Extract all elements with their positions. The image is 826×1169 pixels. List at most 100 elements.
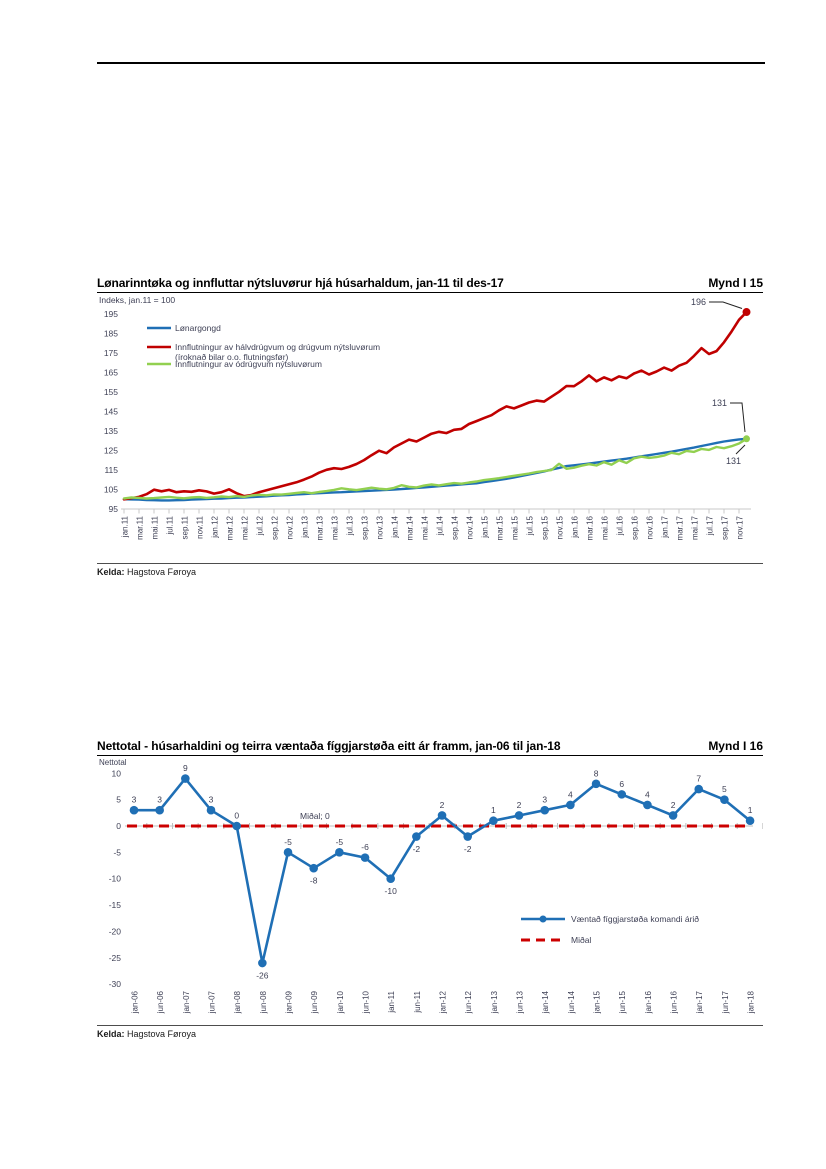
chart2-ytick: -5 <box>113 847 121 857</box>
chart1-xtick: sep.14 <box>451 515 460 540</box>
chart2-data-label: 3 <box>209 795 214 805</box>
chart2-xtick: jun-07 <box>208 990 217 1014</box>
chart1-header: Lønarinntøka og innfluttar nýtsluvørur h… <box>97 276 763 293</box>
chart2-xtick: jan-18 <box>747 990 756 1014</box>
chart2-xtick: jan-17 <box>695 990 704 1014</box>
chart2-data-label: 8 <box>594 768 599 778</box>
chart2-data-label: 1 <box>748 805 753 815</box>
chart1-annotation-196: 196 <box>691 297 706 307</box>
chart2-source: Kelda: Hagstova Føroya <box>97 1025 763 1039</box>
chart1-ytick: 105 <box>104 485 118 495</box>
chart2-xtick: jun-06 <box>156 990 165 1014</box>
chart1-series-line-1 <box>122 310 748 501</box>
chart1-xtick: sep.15 <box>541 515 550 540</box>
chart1-green-endpoint <box>743 435 750 443</box>
chart2-xtick: jan-13 <box>490 990 499 1014</box>
chart2-ytick: -25 <box>109 953 122 963</box>
chart1-ytick: 95 <box>109 504 119 514</box>
chart2-xtick: jun-17 <box>721 990 730 1014</box>
chart2-ytick: 10 <box>112 768 122 778</box>
chart2-marker <box>668 811 678 820</box>
chart2-marker <box>206 805 216 815</box>
chart2-data-label: 3 <box>132 795 137 805</box>
chart1-xtick: mar.12 <box>226 515 235 540</box>
chart1-xtick: sep.17 <box>721 515 730 540</box>
chart2-marker <box>617 790 627 799</box>
chart2-data-label: 9 <box>183 763 188 773</box>
chart1-xtick: jan.13 <box>301 515 310 538</box>
chart1-xtick: jan.12 <box>211 515 220 538</box>
chart2-marker <box>643 800 652 810</box>
chart1-red-endpoint <box>742 308 751 317</box>
chart2-data-label: 3 <box>157 795 162 805</box>
chart1-legend-label-1b: (íroknað bilar o.o. flutningsfør) <box>175 352 289 362</box>
chart1-title: Lønarinntøka og innfluttar nýtsluvørur h… <box>97 276 504 290</box>
chart2-xtick: jan-12 <box>439 990 448 1014</box>
chart1-xtick: jul.13 <box>346 515 355 536</box>
chart1-xtick: mar.15 <box>496 515 505 540</box>
chart1-figure-label: Mynd I 15 <box>708 276 763 290</box>
chart1-xtick: sep.13 <box>361 515 370 540</box>
chart1-xtick: jul.17 <box>706 515 715 536</box>
chart2-data-label: 2 <box>440 800 445 810</box>
chart1-legend-label-0: Lønargongd <box>175 323 221 333</box>
chart1-annotation-131-blue: 131 <box>712 398 727 408</box>
chart2-marker <box>694 784 704 794</box>
chart2-data-label: 2 <box>671 800 676 810</box>
chart2-data-label: -5 <box>336 837 344 847</box>
chart1-ytick: 135 <box>104 426 118 436</box>
chart1-xtick: jan.16 <box>571 515 580 538</box>
chart1-xtick: mai.14 <box>421 515 430 540</box>
chart1-annotation-131-green: 131 <box>726 456 741 466</box>
chart1-plot: Indeks, jan.11 = 100 95 105 115 125 135 145 155… <box>99 295 751 540</box>
chart2-marker <box>540 805 550 815</box>
chart1-ytick: 155 <box>104 387 118 397</box>
chart2-data-label: 7 <box>696 774 701 784</box>
chart1-xtick: mar.13 <box>316 515 325 540</box>
chart2-xtick: jun-10 <box>362 990 371 1014</box>
chart2-xtick: jun-11 <box>413 990 422 1013</box>
chart1-ytick: 195 <box>104 309 118 319</box>
chart2-legend-marker <box>539 915 547 923</box>
chart2-xtick: jun-14 <box>567 990 576 1014</box>
chart1-ytick: 165 <box>104 368 118 378</box>
chart1-xtick: jul.11 <box>166 515 175 535</box>
chart2-axis-title: Nettotal <box>99 758 127 767</box>
chart1-xtick: sep.11 <box>181 515 190 539</box>
chart2-xtick: jun-15 <box>618 990 627 1014</box>
chart1-xtick: mai.16 <box>601 515 610 540</box>
chart2-data-label: -10 <box>385 886 398 896</box>
chart1-xtick: nov.13 <box>376 515 385 539</box>
chart1-xtick: nov.14 <box>466 515 475 539</box>
chart2-xtick: jan-07 <box>182 990 191 1014</box>
chart1-xtick: jan.15 <box>481 515 490 538</box>
chart2-marker <box>155 805 164 815</box>
chart2-figure-label: Mynd I 16 <box>708 739 763 753</box>
chart2-mean-label: Miðal; 0 <box>300 811 330 821</box>
chart2-data-label: 0 <box>234 811 239 821</box>
chart1-xtick: mai.13 <box>331 515 340 540</box>
chart2-data-label: 5 <box>722 784 727 794</box>
chart2-marker <box>745 816 755 826</box>
chart1-xtick: jul.14 <box>436 515 445 536</box>
page-header-rule <box>97 62 765 64</box>
chart2-legend-label-1: Miðal <box>571 935 591 945</box>
chart2-marker <box>258 958 267 968</box>
chart1-series-line-2 <box>122 437 748 500</box>
chart1-xtick: jan.11 <box>121 515 130 538</box>
chart1-xtick: jan.17 <box>661 515 670 538</box>
chart2-data-label: -5 <box>284 837 292 847</box>
chart1-callout-131-green <box>735 444 746 455</box>
chart1-ytick: 145 <box>104 407 118 417</box>
chart1-subtitle: Indeks, jan.11 = 100 <box>99 295 175 305</box>
chart2-xtick: jun-12 <box>464 990 473 1014</box>
chart1-xtick: mai.15 <box>511 515 520 540</box>
chart2-marker <box>386 874 396 883</box>
chart1-figure: Lønarinntøka og innfluttar nýtsluvørur h… <box>97 276 763 577</box>
chart2-data-label: 2 <box>517 800 522 810</box>
chart1-ytick: 115 <box>104 465 118 475</box>
chart2-marker <box>720 795 729 804</box>
chart2-xtick: jan-14 <box>541 990 550 1014</box>
chart1-xtick: nov.17 <box>736 515 745 539</box>
